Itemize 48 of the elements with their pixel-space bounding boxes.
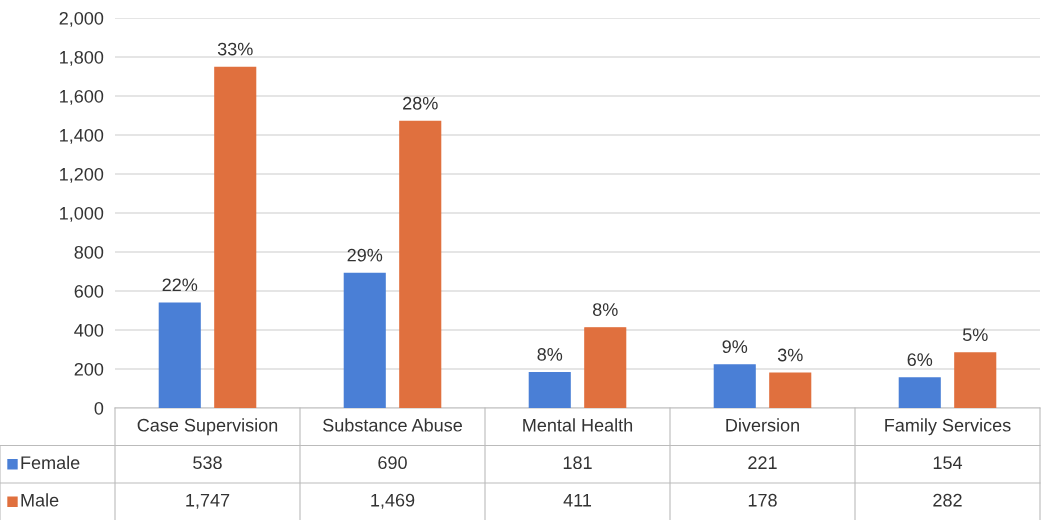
bar [954, 352, 997, 408]
bar [158, 302, 201, 408]
data-label: 690 [378, 456, 407, 470]
bar [713, 364, 756, 408]
data-label: 221 [748, 456, 777, 469]
y-tick-label: 1,800 [60, 50, 104, 66]
annotation: 22% [162, 278, 198, 292]
y-tick-label: 1,600 [60, 89, 104, 105]
y-tick-label: 2,000 [59, 11, 104, 27]
y-tick-label: 1,200 [60, 167, 104, 183]
y-tick-label: 800 [74, 245, 104, 259]
annotation: 9% [722, 340, 748, 353]
data-label: 1,469 [371, 493, 415, 509]
x-tick-label: Substance Abuse [323, 418, 462, 432]
annotation: 5% [962, 328, 988, 342]
data-label: 178 [748, 493, 777, 507]
y-tick-label: 400 [74, 323, 104, 337]
y-tick-label: 0 [94, 401, 104, 415]
annotation: 6% [907, 353, 933, 367]
bar [584, 327, 627, 408]
bar [769, 372, 812, 408]
x-tick-label: Case Supervision [137, 418, 278, 436]
x-tick-label: Mental Health [523, 418, 633, 432]
y-tick-label: 200 [74, 362, 104, 376]
x-tick-label: Diversion [726, 418, 799, 432]
legend-label: Male [21, 493, 59, 507]
y-tick-label: 1,400 [60, 128, 104, 144]
y-tick-label: 1,000 [60, 206, 104, 222]
annotation: 29% [347, 248, 383, 262]
legend-label: Female [21, 455, 80, 470]
bar [898, 377, 941, 408]
annotation: 8% [537, 348, 563, 361]
annotation: 3% [777, 348, 803, 362]
data-label: 538 [193, 456, 222, 470]
bar [528, 372, 571, 408]
data-label: 282 [933, 493, 962, 507]
bar [214, 66, 257, 408]
annotation: 28% [403, 96, 438, 110]
y-tick-label: 600 [74, 284, 104, 298]
data-label: 181 [563, 456, 592, 470]
data-label: 1,747 [186, 494, 230, 509]
annotation: 8% [592, 303, 618, 316]
bar [399, 120, 442, 408]
annotation: 33% [217, 42, 253, 56]
data-label: 154 [933, 456, 963, 470]
x-tick-label: Family Services [885, 418, 1011, 436]
bar [343, 272, 386, 408]
data-label: 411 [563, 494, 592, 507]
